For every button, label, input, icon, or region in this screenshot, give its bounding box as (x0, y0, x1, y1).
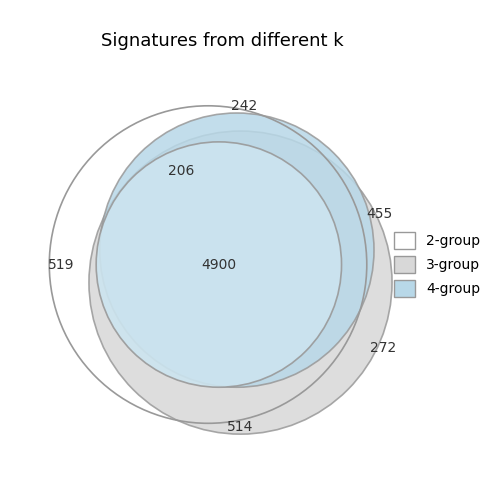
Circle shape (96, 142, 342, 387)
Text: 514: 514 (227, 420, 254, 434)
Text: 4900: 4900 (201, 258, 236, 272)
Circle shape (89, 131, 392, 434)
Text: 206: 206 (168, 164, 195, 178)
Text: 242: 242 (231, 99, 257, 113)
Text: 455: 455 (367, 207, 393, 221)
Circle shape (100, 113, 374, 387)
Text: 519: 519 (47, 258, 74, 272)
Title: Signatures from different k: Signatures from different k (101, 32, 344, 50)
Legend: 2-group, 3-group, 4-group: 2-group, 3-group, 4-group (387, 225, 487, 304)
Text: 272: 272 (370, 341, 397, 354)
